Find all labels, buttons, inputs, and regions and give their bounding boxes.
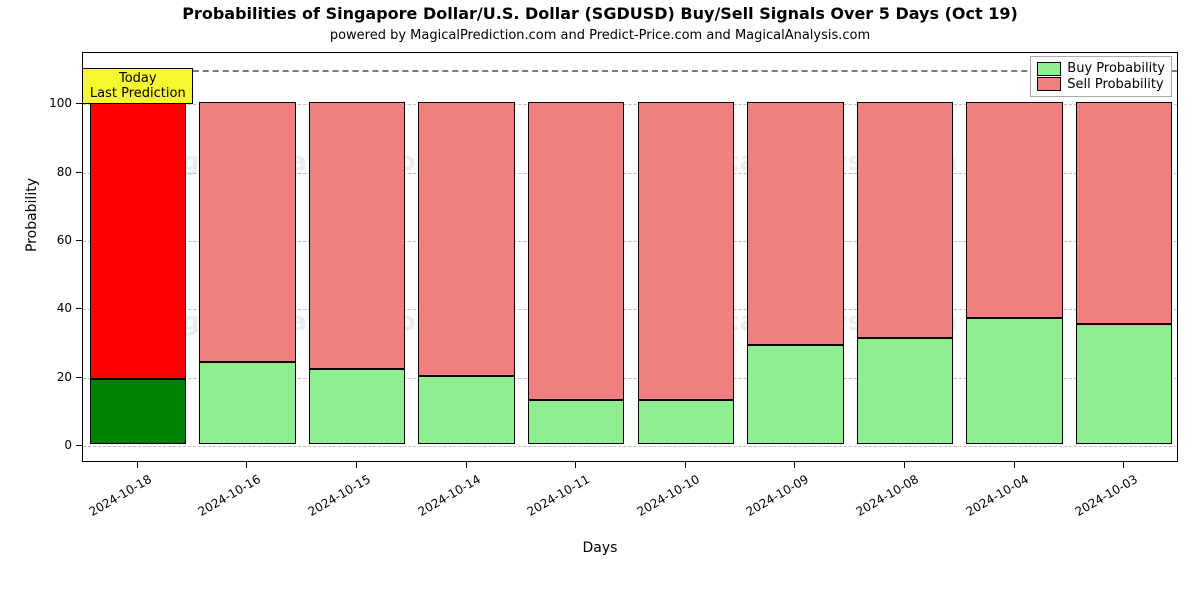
figure-root: Probabilities of Singapore Dollar/U.S. D…	[0, 0, 1200, 600]
bar-group	[966, 102, 1062, 444]
x-tick-label: 2024-10-16	[178, 472, 263, 529]
bar-group	[199, 102, 295, 444]
legend-label: Buy Probability	[1067, 61, 1165, 77]
y-tick-label: 100	[32, 96, 72, 110]
sell-bar	[418, 102, 514, 375]
buy-bar	[966, 318, 1062, 444]
y-tick-mark	[76, 377, 82, 378]
x-tick-label: 2024-10-11	[507, 472, 592, 529]
sell-bar	[1076, 102, 1172, 324]
y-tick-label: 40	[32, 301, 72, 315]
buy-bar	[528, 400, 624, 444]
sell-bar	[528, 102, 624, 399]
x-tick-label: 2024-10-15	[288, 472, 373, 529]
bar-group	[418, 102, 514, 444]
y-tick-mark	[76, 308, 82, 309]
sell-bar	[857, 102, 953, 338]
sell-bar	[747, 102, 843, 345]
bar-group	[638, 102, 734, 444]
x-tick-mark	[904, 462, 905, 468]
legend-item: Buy Probability	[1037, 61, 1165, 77]
y-tick-mark	[76, 240, 82, 241]
legend-swatch	[1037, 62, 1061, 76]
bar-group	[90, 102, 186, 444]
legend-label: Sell Probability	[1067, 77, 1163, 93]
x-tick-label: 2024-10-04	[946, 472, 1031, 529]
buy-bar	[638, 400, 734, 444]
chart-subtitle: powered by MagicalPrediction.com and Pre…	[0, 28, 1200, 43]
sell-bar	[90, 102, 186, 379]
y-tick-label: 20	[32, 370, 72, 384]
x-tick-mark	[685, 462, 686, 468]
x-tick-mark	[246, 462, 247, 468]
legend-item: Sell Probability	[1037, 77, 1165, 93]
x-tick-label: 2024-10-14	[398, 472, 483, 529]
x-tick-label: 2024-10-09	[726, 472, 811, 529]
x-tick-mark	[1014, 462, 1015, 468]
buy-bar	[747, 345, 843, 444]
y-tick-label: 60	[32, 233, 72, 247]
x-tick-label: 2024-10-18	[69, 472, 154, 529]
callout-line: Last Prediction	[89, 86, 186, 101]
buy-bar	[90, 379, 186, 444]
plot-area: MagicalAnalysis.comMagicalAnalysis.comMa…	[82, 52, 1178, 462]
callout-line: Today	[89, 71, 186, 86]
bar-group	[1076, 102, 1172, 444]
chart-title: Probabilities of Singapore Dollar/U.S. D…	[0, 4, 1200, 23]
buy-bar	[418, 376, 514, 444]
y-gridline	[83, 446, 1177, 447]
x-tick-mark	[466, 462, 467, 468]
x-tick-label: 2024-10-10	[617, 472, 702, 529]
buy-bar	[309, 369, 405, 444]
x-tick-mark	[137, 462, 138, 468]
bar-group	[747, 102, 843, 444]
y-tick-mark	[76, 103, 82, 104]
sell-bar	[199, 102, 295, 362]
buy-bar	[199, 362, 295, 444]
y-axis-label: Probability	[24, 133, 40, 297]
x-tick-label: 2024-10-08	[836, 472, 921, 529]
sell-bar	[966, 102, 1062, 317]
x-tick-mark	[794, 462, 795, 468]
x-tick-mark	[356, 462, 357, 468]
x-axis-label: Days	[0, 540, 1200, 556]
bar-group	[309, 102, 405, 444]
today-callout: TodayLast Prediction	[82, 68, 193, 104]
y-tick-mark	[76, 172, 82, 173]
legend: Buy ProbabilitySell Probability	[1030, 56, 1172, 97]
y-tick-label: 0	[32, 438, 72, 452]
reference-dashed-line	[83, 70, 1177, 72]
sell-bar	[638, 102, 734, 399]
sell-bar	[309, 102, 405, 369]
bar-group	[857, 102, 953, 444]
x-tick-mark	[575, 462, 576, 468]
buy-bar	[1076, 324, 1172, 444]
y-tick-mark	[76, 445, 82, 446]
x-tick-label: 2024-10-03	[1055, 472, 1140, 529]
legend-swatch	[1037, 77, 1061, 91]
bar-group	[528, 102, 624, 444]
y-tick-label: 80	[32, 165, 72, 179]
buy-bar	[857, 338, 953, 444]
x-tick-mark	[1123, 462, 1124, 468]
